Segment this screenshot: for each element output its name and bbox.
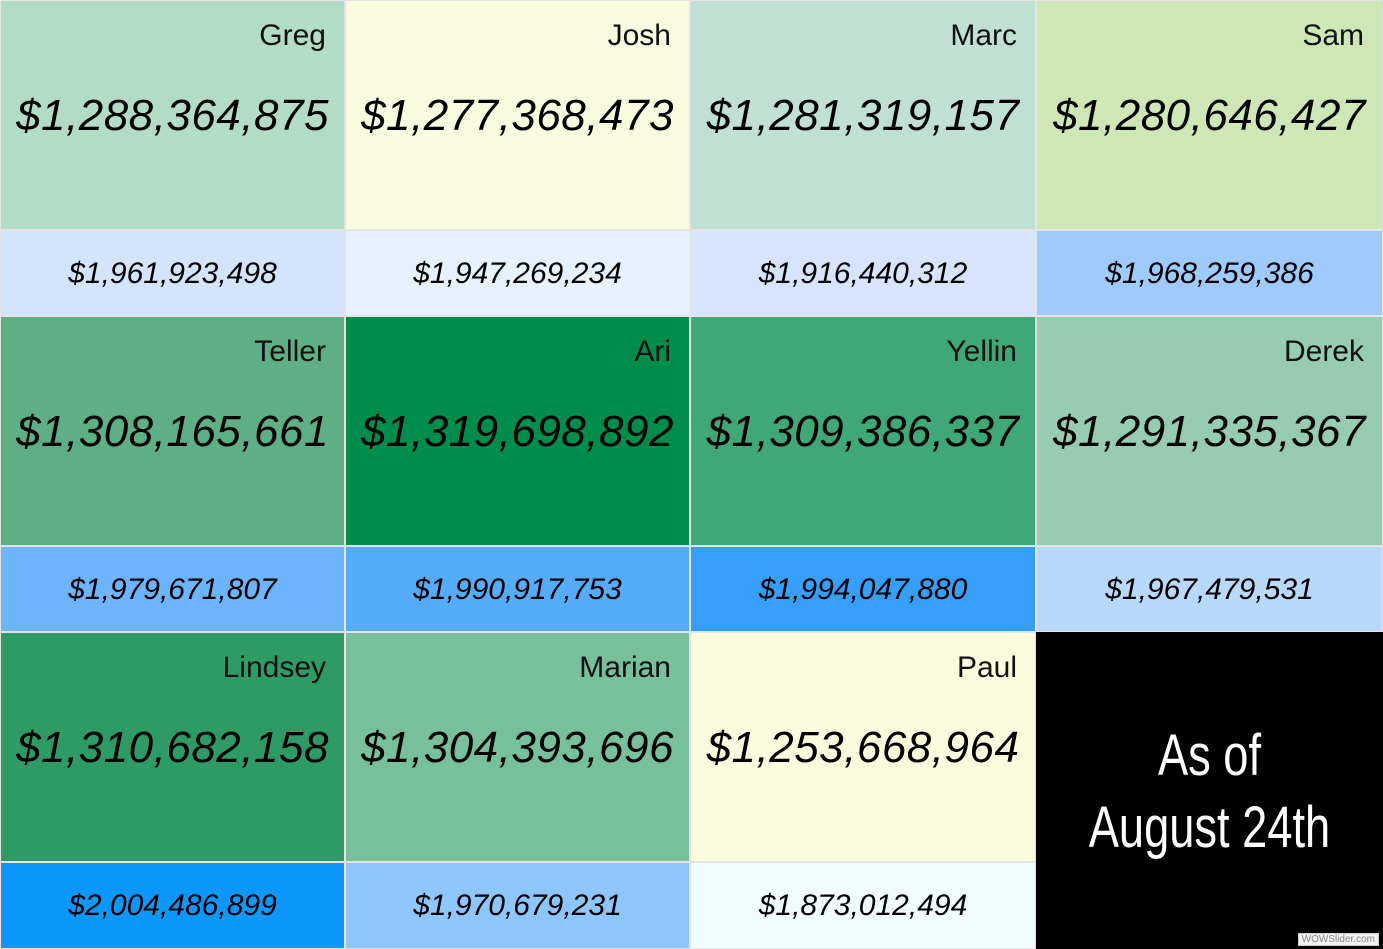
tile: Greg $1,288,364,875 bbox=[0, 0, 345, 230]
tile-sub: $1,947,269,234 bbox=[345, 230, 690, 316]
tile-sub: $1,967,479,531 bbox=[1036, 546, 1383, 632]
tile: Josh $1,277,368,473 bbox=[345, 0, 690, 230]
tile-value: $1,291,335,367 bbox=[1053, 407, 1366, 456]
watermark: WOWSlider.com bbox=[1297, 933, 1379, 946]
tile-name: Sam bbox=[1302, 19, 1364, 52]
tile-sub-value: $1,968,259,386 bbox=[1105, 257, 1314, 290]
tile: Lindsey $1,310,682,158 bbox=[0, 632, 345, 862]
tile: Derek $1,291,335,367 bbox=[1036, 316, 1383, 546]
tile-sub: $1,994,047,880 bbox=[690, 546, 1036, 632]
tile-name: Lindsey bbox=[222, 651, 326, 684]
tile: Marian $1,304,393,696 bbox=[345, 632, 690, 862]
tile-sub-value: $1,970,679,231 bbox=[413, 889, 622, 922]
tile-name: Marian bbox=[579, 651, 671, 684]
tile: Teller $1,308,165,661 bbox=[0, 316, 345, 546]
tile-value: $1,308,165,661 bbox=[16, 407, 329, 456]
tile-value: $1,253,668,964 bbox=[706, 723, 1020, 772]
tile: Marc $1,281,319,157 bbox=[690, 0, 1036, 230]
tile-value: $1,319,698,892 bbox=[361, 407, 674, 456]
tile-sub-value: $1,994,047,880 bbox=[758, 573, 968, 606]
tile-sub-value: $1,967,479,531 bbox=[1105, 573, 1314, 606]
tile-sub: $1,979,671,807 bbox=[0, 546, 345, 632]
tile-sub-value: $1,961,923,498 bbox=[68, 257, 277, 290]
tile-sub-value: $2,004,486,899 bbox=[68, 889, 277, 922]
tile-name: Ari bbox=[634, 335, 671, 368]
tile-sub: $2,004,486,899 bbox=[0, 862, 345, 949]
tile-value: $1,309,386,337 bbox=[706, 407, 1020, 456]
tile-sub-value: $1,979,671,807 bbox=[68, 573, 277, 606]
tile: Sam $1,280,646,427 bbox=[1036, 0, 1383, 230]
tile-value: $1,310,682,158 bbox=[16, 723, 329, 772]
tile-name: Marc bbox=[950, 19, 1017, 52]
tile-name: Teller bbox=[254, 335, 326, 368]
tile-name: Paul bbox=[956, 651, 1017, 684]
tile-sub-value: $1,873,012,494 bbox=[758, 889, 968, 922]
date-line: As of bbox=[1157, 723, 1262, 788]
tile-name: Derek bbox=[1283, 335, 1364, 368]
tile-sub-value: $1,947,269,234 bbox=[413, 257, 622, 290]
tile-value: $1,304,393,696 bbox=[361, 723, 674, 772]
tile-name: Greg bbox=[259, 19, 326, 52]
tile-sub: $1,968,259,386 bbox=[1036, 230, 1383, 316]
tile-name: Yellin bbox=[946, 335, 1017, 368]
tile-sub: $1,990,917,753 bbox=[345, 546, 690, 632]
tile-value: $1,281,319,157 bbox=[706, 91, 1020, 140]
date-line: August 24th bbox=[1088, 795, 1331, 860]
tile-sub: $1,916,440,312 bbox=[690, 230, 1036, 316]
tile-value: $1,277,368,473 bbox=[361, 91, 674, 140]
tile: Yellin $1,309,386,337 bbox=[690, 316, 1036, 546]
tile-value: $1,288,364,875 bbox=[16, 91, 329, 140]
tile: Paul $1,253,668,964 bbox=[690, 632, 1036, 862]
date-tile: As of August 24th bbox=[1036, 632, 1383, 949]
tile-sub-value: $1,916,440,312 bbox=[758, 257, 968, 290]
tile-sub: $1,961,923,498 bbox=[0, 230, 345, 316]
tile-sub: $1,970,679,231 bbox=[345, 862, 690, 949]
tile-sub-value: $1,990,917,753 bbox=[413, 573, 622, 606]
tile-sub: $1,873,012,494 bbox=[690, 862, 1036, 949]
tile: Ari $1,319,698,892 bbox=[345, 316, 690, 546]
tile-name: Josh bbox=[607, 19, 671, 52]
tile-value: $1,280,646,427 bbox=[1053, 91, 1366, 140]
